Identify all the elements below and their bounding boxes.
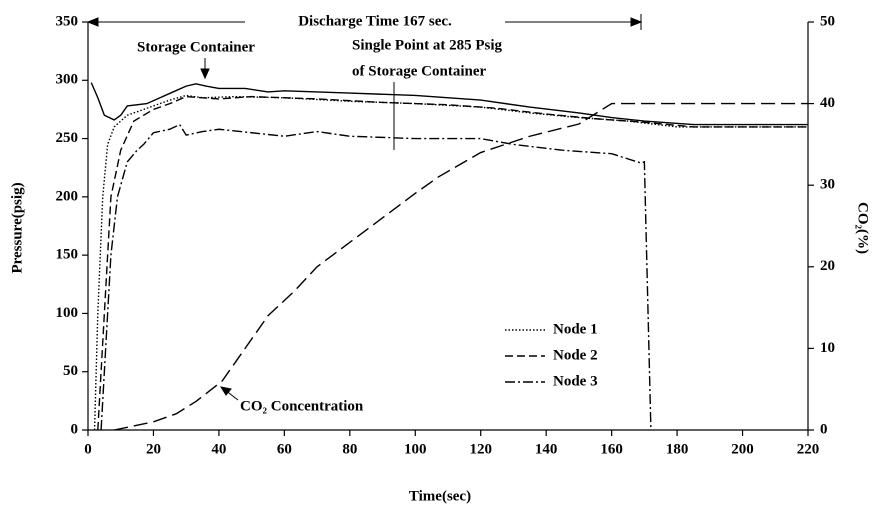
annotation: Storage Container — [137, 39, 255, 55]
series-line — [97, 95, 808, 431]
y-tick-label: 250 — [56, 130, 79, 146]
axes — [87, 22, 809, 431]
x-tick-label: 80 — [342, 441, 357, 457]
x-tick-label: 60 — [277, 441, 292, 457]
series-line — [100, 123, 652, 431]
x-tick-label: 140 — [535, 441, 558, 457]
y-tick-label: 300 — [56, 72, 79, 88]
x-tick-label: 0 — [84, 441, 92, 457]
y2-tick-label: 30 — [820, 177, 835, 193]
y2-tick-label: 10 — [820, 340, 835, 356]
legend-label: Node 3 — [553, 373, 598, 389]
series-line — [93, 94, 808, 431]
y-axis-label: Pressure(psig) — [9, 182, 25, 273]
annotation: of Storage Container — [352, 63, 486, 79]
x-tick-label: 120 — [469, 441, 492, 457]
y2-tick-label: 40 — [820, 95, 835, 111]
x-tick-label: 200 — [731, 441, 754, 457]
y2-axis-label: CO₂(%) — [855, 202, 871, 254]
x-tick-label: 160 — [600, 441, 623, 457]
annotation: Single Point at 285 Psig — [352, 37, 503, 53]
y-tick-label: 100 — [56, 305, 79, 321]
y2-tick-label: 50 — [820, 13, 835, 29]
x-tick-label: 40 — [211, 441, 226, 457]
x-tick-label: 220 — [797, 441, 820, 457]
annotation: Discharge Time 167 sec. — [298, 13, 452, 29]
x-tick-label: 180 — [666, 441, 689, 457]
annotation-arrows — [86, 14, 643, 401]
legend-label: Node 2 — [553, 347, 598, 363]
y-tick-label: 350 — [56, 13, 79, 29]
y2-tick-label: 0 — [820, 421, 828, 437]
series-line — [90, 82, 808, 126]
legend-label: Node 1 — [553, 321, 598, 337]
series-line — [114, 102, 808, 431]
y2-tick-label: 20 — [820, 258, 835, 274]
y-tick-label: 200 — [56, 188, 79, 204]
y-tick-label: 150 — [56, 247, 79, 263]
x-tick-label: 100 — [404, 441, 427, 457]
y-tick-label: 0 — [71, 421, 79, 437]
annotation: CO₂ Concentration — [240, 398, 364, 414]
y-tick-label: 50 — [63, 363, 78, 379]
x-axis-label: Time(sec) — [409, 488, 471, 504]
x-tick-label: 20 — [146, 441, 161, 457]
